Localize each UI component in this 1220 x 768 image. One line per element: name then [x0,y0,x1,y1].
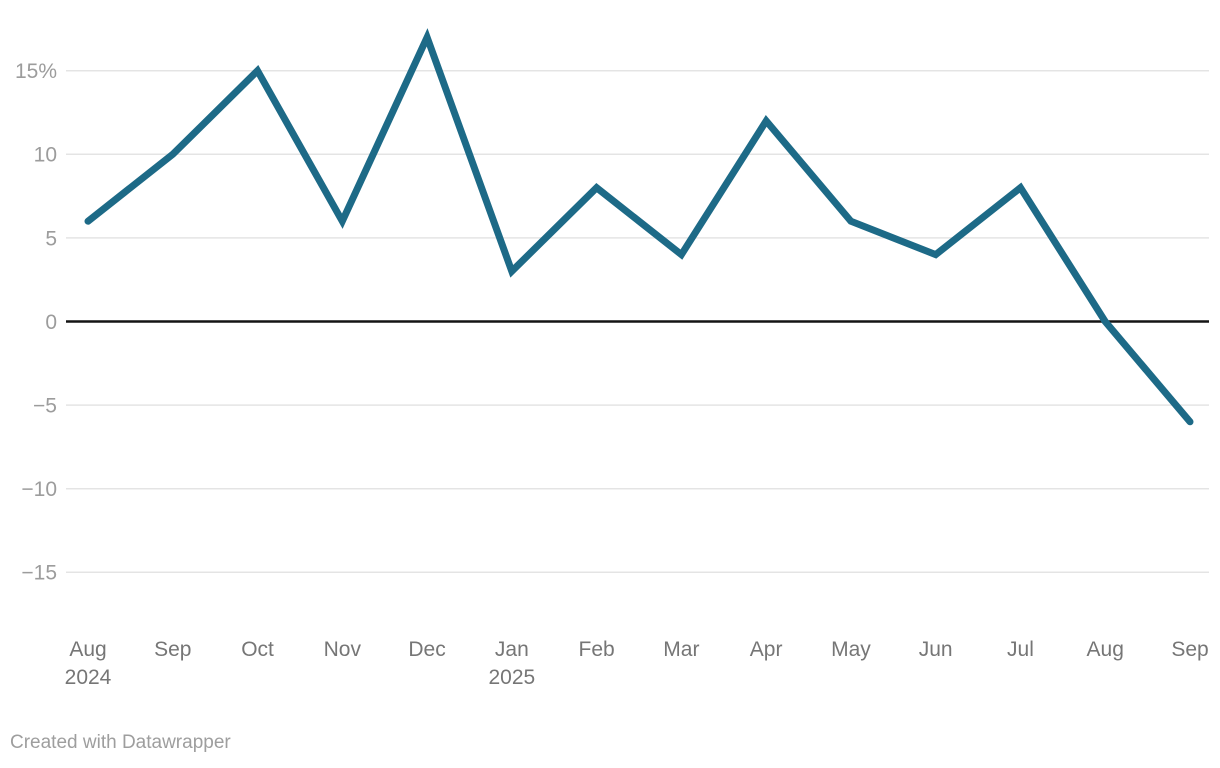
y-tick-label: 5 [45,227,57,250]
x-tick-label: May [831,638,871,661]
y-tick-label: 15% [15,60,57,83]
gridlines-layer [66,69,1209,574]
x-tick-label: Aug [69,638,106,661]
data-series-line [84,28,1194,426]
x-tick-label: Jan [495,638,529,661]
x-tick-year-label: 2024 [65,666,112,689]
x-tick-label: Oct [241,638,274,661]
y-tick-label: 0 [45,311,57,334]
y-tick-label: 10 [34,144,57,167]
y-tick-label: −10 [21,478,57,501]
x-axis-labels: Aug 2024 Sep Oct Nov Dec Jan 2025 Feb Mar Apr May Ju… [65,638,1209,689]
x-tick-label: Aug [1087,638,1124,661]
x-tick-label: Sep [1171,638,1208,661]
x-tick-label: Feb [579,638,615,661]
line-chart: 15% 10 5 0 −5 −10 −15 Aug 2024 Sep Oct Nov Dec Jan 20… [15,28,1209,689]
x-tick-label: Jul [1007,638,1034,661]
y-tick-label: −5 [33,394,57,417]
x-tick-label: Jun [919,638,953,661]
x-tick-label: Dec [408,638,445,661]
x-tick-label: Mar [663,638,699,661]
y-axis-labels: 15% 10 5 0 −5 −10 −15 [15,60,57,585]
series-layer [84,28,1194,426]
y-tick-label: −15 [21,562,57,585]
x-tick-label: Nov [324,638,362,661]
x-tick-label: Sep [154,638,191,661]
x-tick-year-label: 2025 [488,666,535,689]
datawrapper-attribution: Created with Datawrapper [10,732,231,753]
x-tick-label: Apr [750,638,783,661]
